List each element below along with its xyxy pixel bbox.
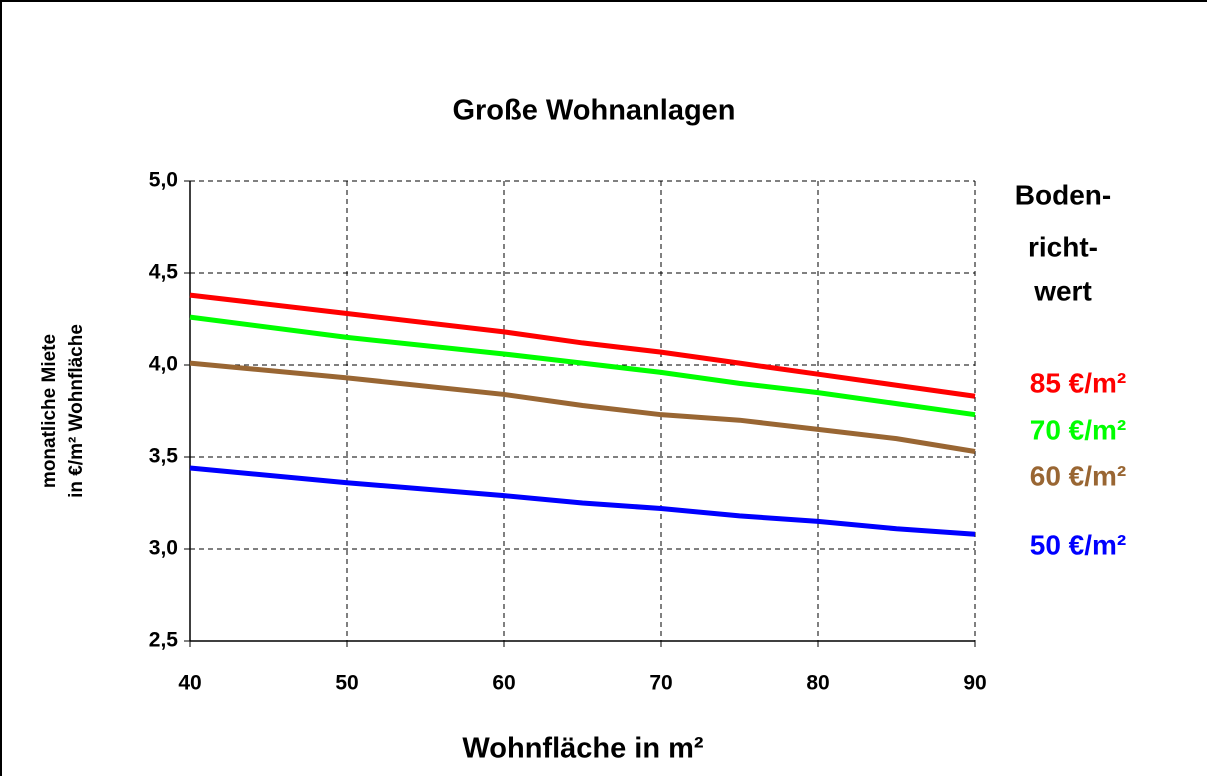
x-tick-label: 70 — [649, 672, 672, 695]
legend-title: wert — [1033, 275, 1092, 306]
x-tick-label: 80 — [806, 672, 829, 695]
y-tick-label: 5,0 — [149, 169, 178, 192]
legend-label: 70 €/m² — [1030, 414, 1127, 445]
y-tick-label: 3,0 — [149, 537, 178, 560]
series-line — [189, 465, 976, 537]
x-tick-label: 40 — [178, 672, 201, 695]
series-line — [189, 314, 976, 418]
series-line — [189, 292, 976, 399]
y-tick-label: 4,5 — [149, 261, 179, 284]
y-tick-label: 2,5 — [149, 629, 179, 652]
x-axis-label: Wohnfläche in m² — [462, 733, 703, 765]
y-axis-label: monatliche Miete — [39, 334, 60, 488]
legend-label: 50 €/m² — [1030, 529, 1127, 560]
legend-title: richt- — [1028, 231, 1098, 262]
x-tick-label: 60 — [492, 672, 515, 695]
legend-label: 60 €/m² — [1030, 460, 1127, 491]
y-tick-label: 4,0 — [149, 353, 178, 376]
chart-title: Große Wohnanlagen — [452, 95, 735, 127]
x-tick-label: 50 — [335, 672, 358, 695]
series-line — [189, 360, 976, 454]
x-tick-label: 90 — [963, 672, 986, 695]
legend-title: Boden- — [1015, 179, 1111, 210]
y-tick-label: 3,5 — [149, 445, 179, 468]
y-axis-label: in €/m² Wohnfläche — [66, 324, 87, 498]
legend-label: 85 €/m² — [1030, 367, 1127, 398]
